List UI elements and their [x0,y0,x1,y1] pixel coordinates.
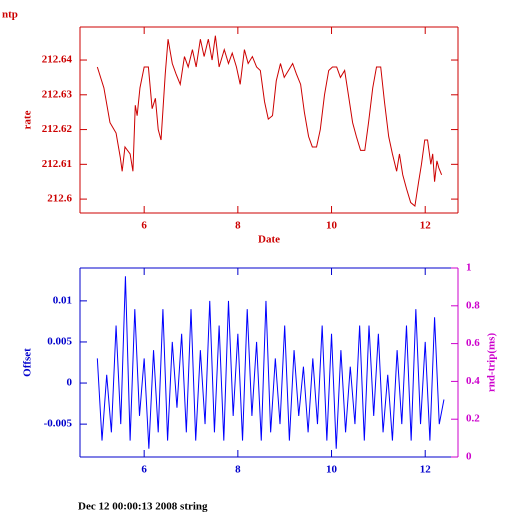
x-tick-label: 8 [235,464,241,476]
x-axis-label: Date [258,234,280,246]
x-tick-label: 10 [326,464,338,476]
y-tick-label: 0 [67,377,73,389]
data-line [96,35,443,207]
x-tick-label: 8 [235,220,241,232]
x-tick-label: 6 [141,220,147,232]
y-axis-label: Offset [22,348,34,377]
footer: Dec 12 00:00:13 2008 string [78,501,208,512]
x-tick-label: 10 [326,220,338,232]
y2-axis-label: rnd-trip(ms) [486,333,498,393]
y-tick-label: -0.005 [44,418,73,430]
y2-tick-label: 0.2 [466,413,480,425]
y-tick-label: 212.64 [42,54,73,66]
chart-title: ntp [2,9,18,21]
y2-tick-label: 0.6 [466,337,480,349]
y-tick-label: 0.005 [47,335,72,347]
y2-tick-label: 0 [466,451,472,463]
y-tick-label: 212.6 [47,193,72,205]
y-tick-label: 0.01 [53,294,72,306]
y-tick-label: 212.62 [42,123,73,135]
y-tick-label: 212.61 [42,158,72,170]
x-tick-label: 12 [420,464,432,476]
y2-tick-label: 1 [466,262,472,274]
data-line [96,276,445,449]
y-axis-label: rate [22,110,34,129]
x-tick-label: 6 [141,464,147,476]
y2-tick-label: 0.4 [466,375,480,387]
x-tick-label: 12 [420,220,432,232]
y-tick-label: 212.63 [42,88,73,100]
y2-tick-label: 0.8 [466,299,480,311]
